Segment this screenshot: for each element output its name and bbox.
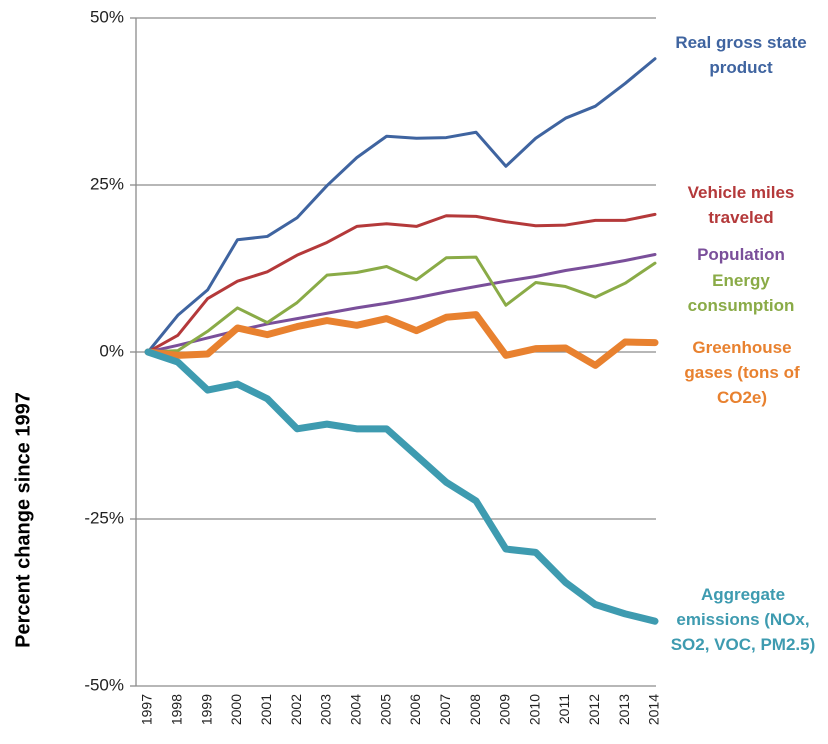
series-line: [146, 57, 657, 354]
x-tick-label: 2009: [497, 694, 513, 725]
x-tick-label: 2004: [347, 694, 363, 725]
x-tick-label: 2003: [318, 694, 334, 725]
x-tick-label: 2000: [228, 694, 244, 725]
y-tick-label: 50%: [90, 7, 124, 26]
x-tick-label: 2005: [377, 694, 393, 725]
series-label: Real gross state product: [675, 33, 807, 77]
x-tick-label: 1998: [169, 694, 185, 725]
x-tick-label: 2007: [437, 694, 453, 725]
series-line: [146, 212, 657, 354]
series-line: [144, 348, 659, 625]
x-tick-label: 1997: [139, 694, 155, 725]
x-tick-label: 1999: [198, 694, 214, 725]
y-tick-label: 25%: [90, 174, 124, 193]
series-line: [144, 311, 659, 369]
x-tick-label: 2013: [616, 694, 632, 725]
series-label: Greenhouse gases (tons of CO2e): [684, 338, 800, 407]
x-tick-label: 2001: [258, 694, 274, 725]
y-axis-label: Percent change since 1997: [12, 392, 34, 648]
series-label: Population: [697, 245, 785, 264]
x-tick-label: 2012: [586, 694, 602, 725]
x-tick-label: 2014: [646, 694, 662, 725]
y-tick-label: -25%: [84, 508, 124, 527]
x-tick-label: 2010: [526, 694, 542, 725]
y-tick-label: -50%: [84, 675, 124, 694]
x-tick-label: 2006: [407, 694, 423, 725]
series-line: [146, 255, 657, 354]
y-tick-label: 0%: [99, 341, 124, 360]
x-tick-label: 2011: [556, 694, 572, 724]
x-tick-label: 2002: [288, 694, 304, 725]
series-label: Vehicle miles traveled: [687, 183, 795, 227]
series-label: Aggregate emissions (NOx, SO2, VOC, PM2.…: [670, 585, 816, 654]
series-label: Energy consumption: [687, 271, 795, 315]
x-tick-label: 2008: [467, 694, 483, 725]
